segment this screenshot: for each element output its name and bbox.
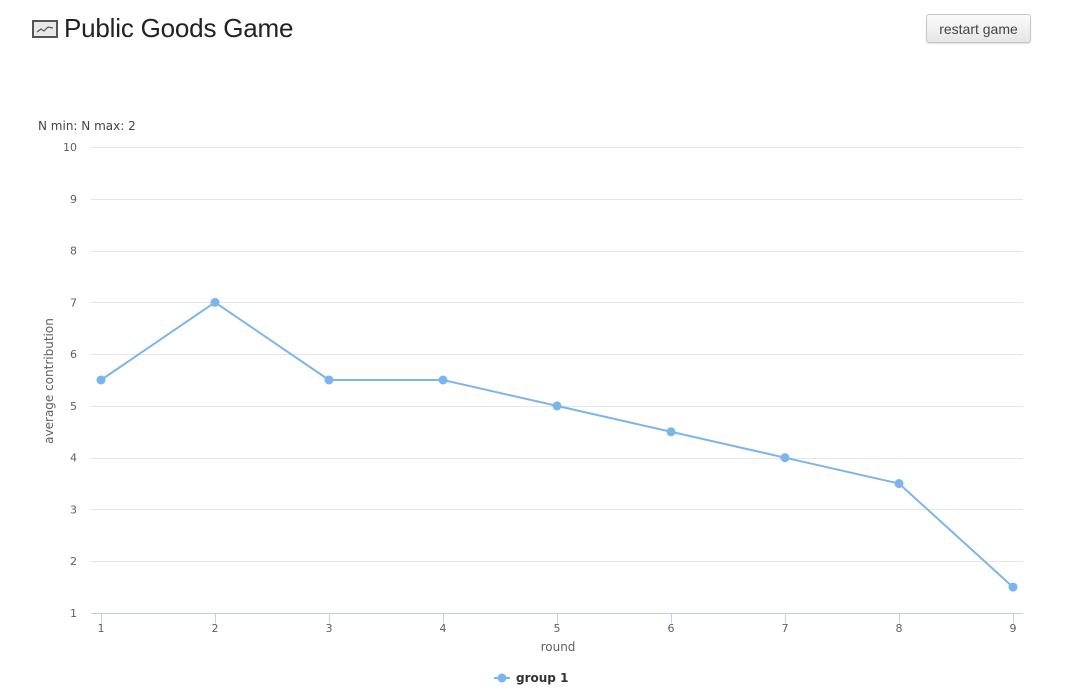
data-point[interactable] [210,297,220,307]
y-tick-label: 7 [70,296,77,309]
line-chart: 1 2 3 4 5 6 7 8 9 10 1 2 3 4 5 6 7 8 9 round average contrib… [42,141,1023,654]
y-tick-label: 6 [70,348,77,361]
line-chart-icon [32,20,58,38]
legend-item-group-1[interactable]: group 1 [494,671,568,685]
x-tick-label: 7 [782,622,789,635]
series-line [100,301,1014,588]
x-tick-label: 3 [326,622,333,635]
page-title: Public Goods Game [64,12,294,43]
axes: 1 2 3 4 5 6 7 8 9 10 1 2 3 4 5 6 7 8 9 round average contrib… [42,141,1023,654]
y-tick-label: 4 [70,452,77,465]
x-tick-label: 4 [440,622,447,635]
data-point[interactable] [780,453,790,463]
y-tick-label: 10 [63,141,77,154]
restart-game-button[interactable]: restart game [926,14,1031,43]
y-tick-label: 5 [70,400,77,413]
x-tick-label: 1 [98,622,105,635]
y-tick-label: 3 [70,503,77,516]
x-tick-label: 5 [554,622,561,635]
data-point[interactable] [438,375,448,385]
x-tick-label: 8 [896,622,903,635]
gridlines [91,147,1023,562]
data-point[interactable] [666,427,676,437]
y-tick-label: 2 [70,555,77,568]
y-axis-title: average contribution [42,318,56,444]
y-tick-label: 1 [70,607,77,620]
header: Public Goods Game [32,10,293,46]
chart-subtitle: N min: N max: 2 [38,119,136,133]
x-tick-label: 6 [668,622,675,635]
data-point[interactable] [552,401,562,411]
series-group-1 [96,297,1018,592]
y-tick-label: 9 [70,193,77,206]
x-tick-label: 9 [1010,622,1017,635]
legend-label: group 1 [516,671,569,685]
data-point[interactable] [324,375,334,385]
data-point[interactable] [1008,582,1018,592]
data-point[interactable] [894,479,904,489]
y-tick-label: 8 [70,245,77,258]
legend-marker-icon [494,673,510,683]
x-axis-title: round [541,640,576,654]
data-point[interactable] [96,375,106,385]
x-tick-label: 2 [212,622,219,635]
